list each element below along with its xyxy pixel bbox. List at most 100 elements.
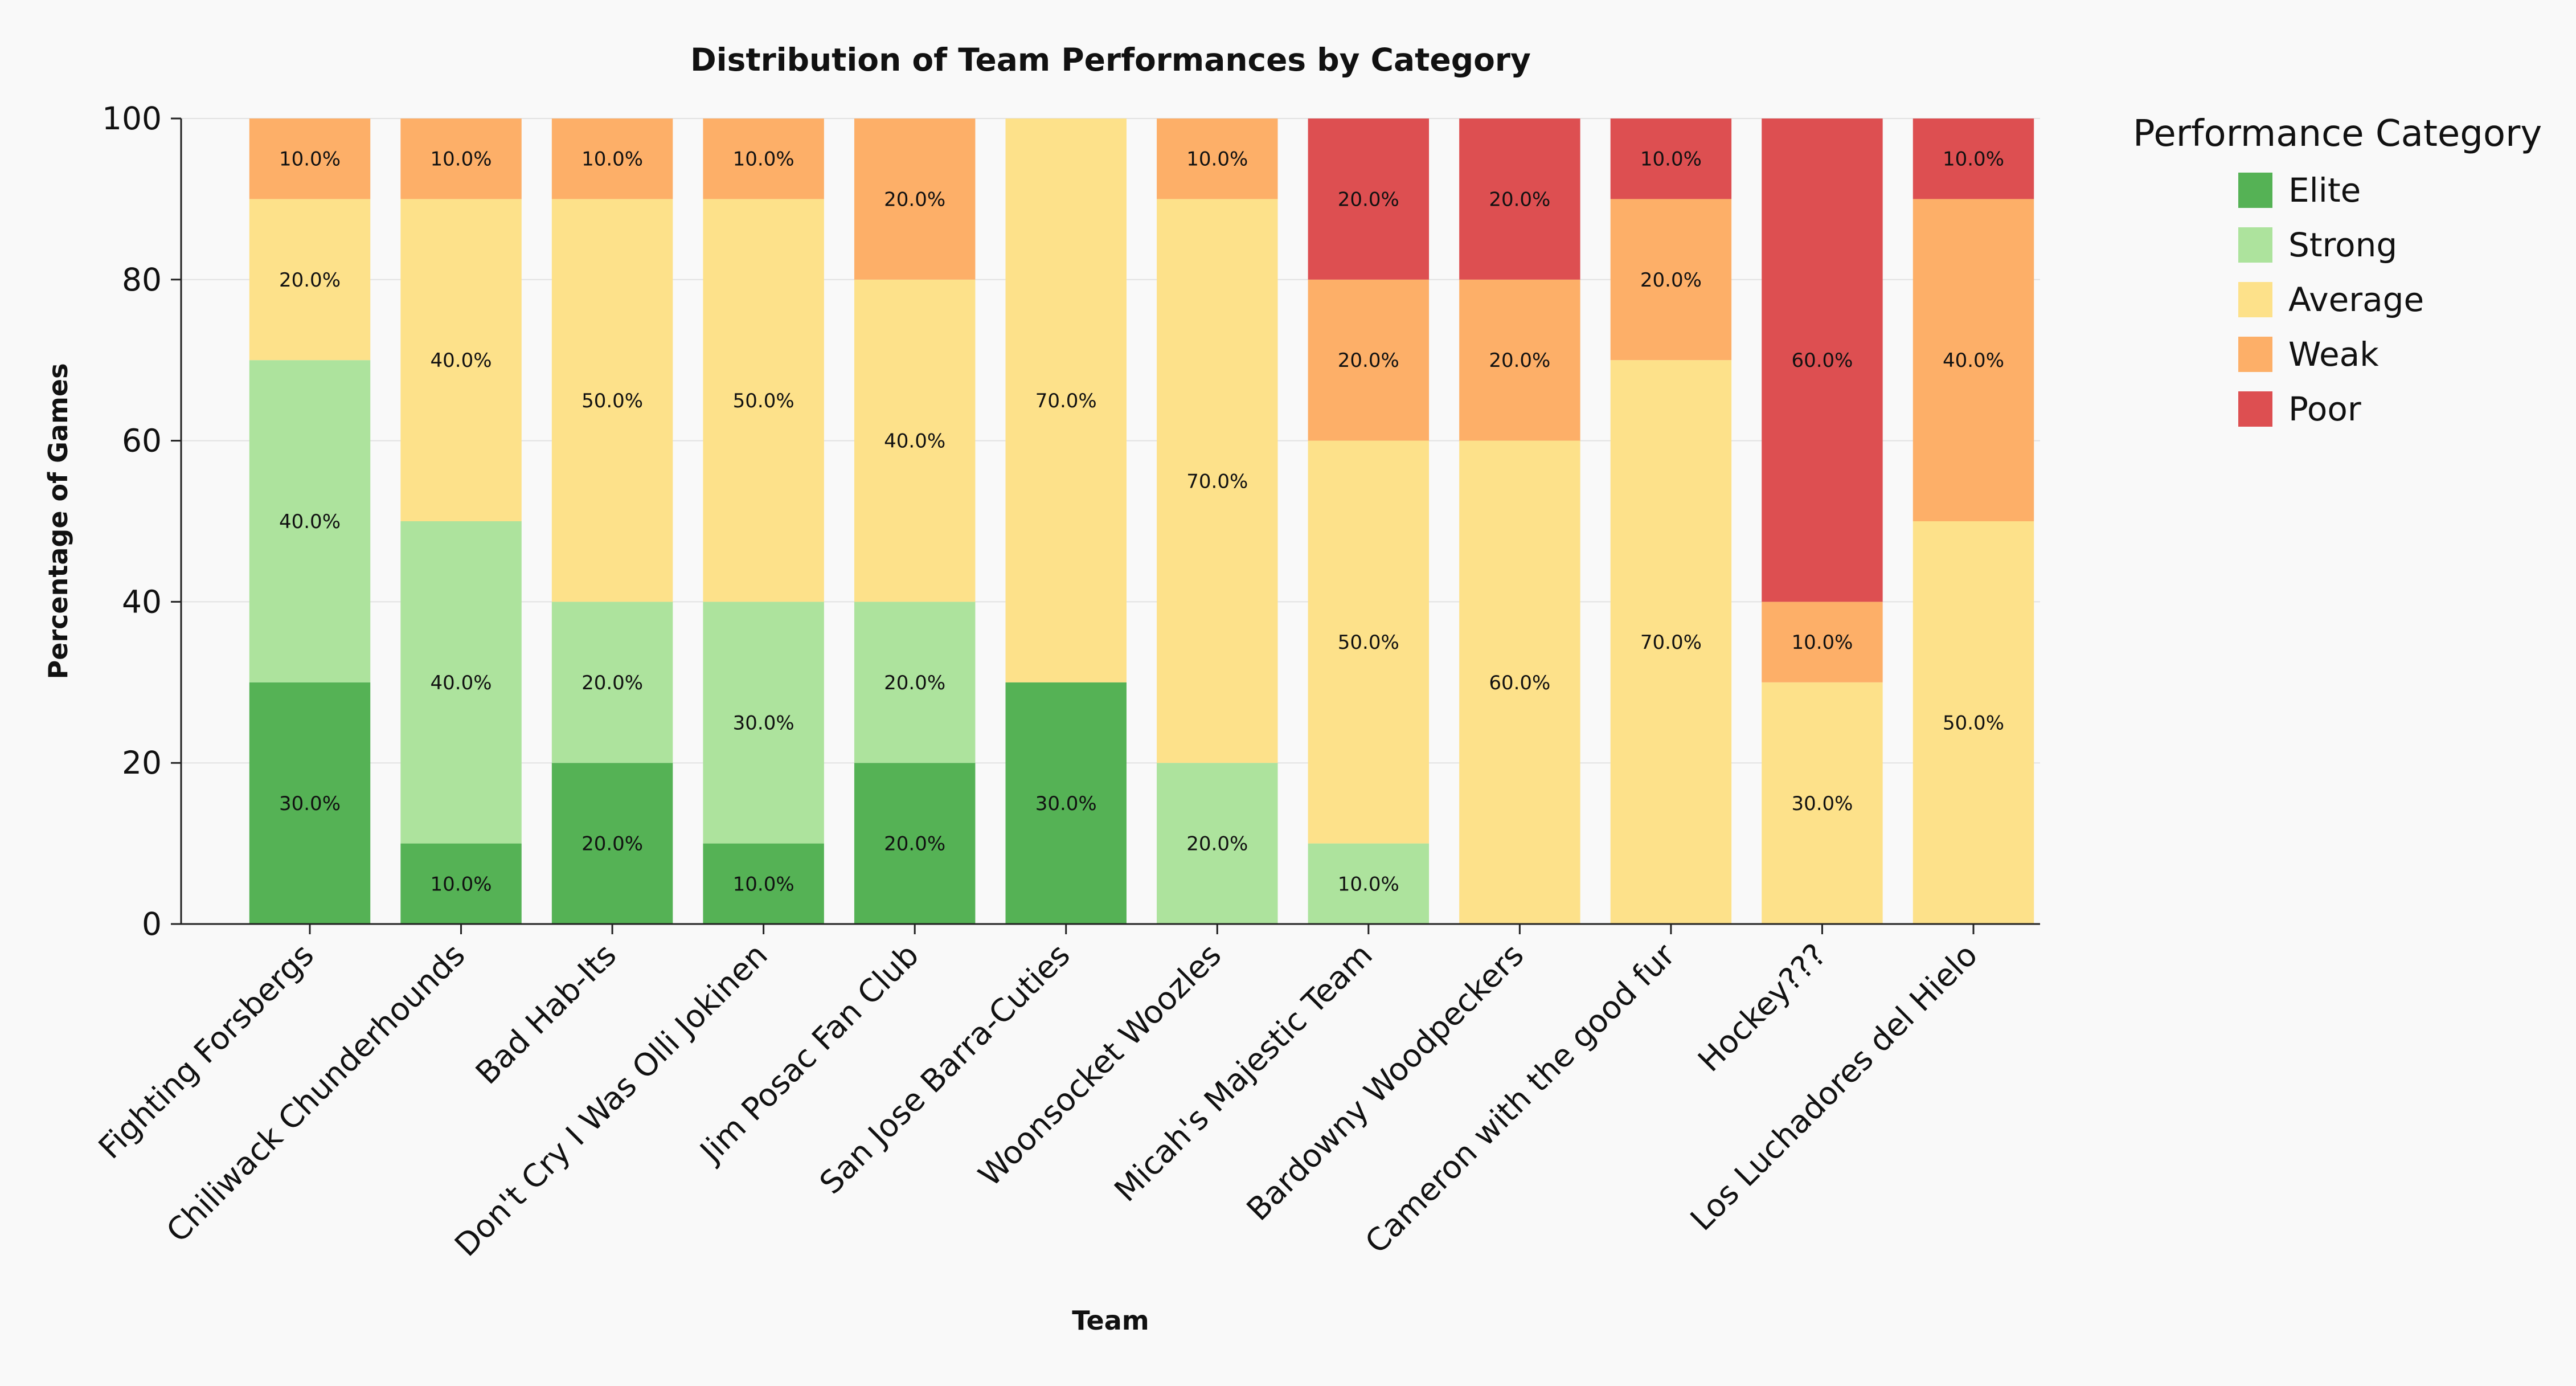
bar-segment-average bbox=[1308, 440, 1430, 844]
data-label-average: 40.0% bbox=[884, 430, 945, 453]
bar-segment-poor bbox=[1459, 118, 1580, 280]
bar-segment-poor bbox=[1762, 118, 1883, 602]
y-tick-label: 80 bbox=[122, 261, 162, 298]
legend-label-average: Average bbox=[2288, 280, 2424, 319]
data-label-strong: 20.0% bbox=[884, 672, 945, 694]
bar-segment-weak bbox=[1308, 279, 1430, 441]
y-ticks: 0 20 40 60 80 100 bbox=[102, 100, 181, 942]
legend-title: Performance Category bbox=[2133, 113, 2542, 155]
chart-title: Distribution of Team Performances by Cat… bbox=[690, 42, 1531, 78]
bar-segment-elite bbox=[1005, 682, 1127, 924]
x-tick-label: Bad Hab-Its bbox=[469, 937, 624, 1091]
x-tick-label: Micah's Majestic Team bbox=[1107, 937, 1379, 1209]
data-label-weak: 10.0% bbox=[733, 148, 794, 171]
legend-swatch-poor bbox=[2238, 391, 2272, 427]
bar-segment-weak bbox=[400, 118, 522, 199]
data-label-weak: 20.0% bbox=[1489, 349, 1550, 372]
data-label-average: 50.0% bbox=[733, 390, 794, 412]
data-label-weak: 20.0% bbox=[1338, 349, 1399, 372]
data-label-weak: 10.0% bbox=[581, 148, 643, 171]
bar-segment-elite bbox=[703, 843, 824, 924]
data-label-average: 70.0% bbox=[1186, 470, 1248, 493]
bar-segment-weak bbox=[551, 118, 673, 199]
bar-segment-weak bbox=[854, 118, 976, 280]
bar-segment-average bbox=[551, 199, 673, 602]
bar-segment-average bbox=[1157, 199, 1278, 763]
bar-segment-weak bbox=[1610, 199, 1732, 361]
bar-segment-strong bbox=[854, 602, 976, 763]
bar-segment-average bbox=[703, 199, 824, 602]
data-label-weak: 20.0% bbox=[1640, 269, 1702, 292]
bars bbox=[249, 118, 2034, 924]
bar-segment-weak bbox=[249, 118, 371, 199]
data-label-average: 50.0% bbox=[1338, 631, 1399, 654]
data-label-strong: 20.0% bbox=[581, 672, 643, 694]
x-tick-label: Bardowny Woodpeckers bbox=[1239, 937, 1530, 1228]
bar-segment-weak bbox=[1459, 279, 1580, 441]
data-label-weak: 10.0% bbox=[431, 148, 492, 171]
bar-segment-elite bbox=[854, 763, 976, 924]
data-label-average: 50.0% bbox=[581, 390, 643, 412]
x-tick-label: San Jose Barra-Cuties bbox=[813, 937, 1077, 1201]
bar-segment-weak bbox=[1762, 602, 1883, 682]
x-tick-label: Woonsocket Woozles bbox=[972, 937, 1228, 1193]
y-tick-label: 100 bbox=[102, 100, 162, 137]
legend-label-weak: Weak bbox=[2288, 335, 2379, 374]
bar-segment-elite bbox=[249, 682, 371, 924]
bar-segment-poor bbox=[1308, 118, 1430, 280]
bar-segment-elite bbox=[551, 763, 673, 924]
bar-segment-weak bbox=[1912, 199, 2034, 521]
legend-swatch-weak bbox=[2238, 337, 2272, 372]
data-label-weak: 20.0% bbox=[884, 188, 945, 211]
bar-segment-average bbox=[1912, 521, 2034, 924]
y-axis-label: Percentage of Games bbox=[43, 363, 73, 680]
data-label-elite: 30.0% bbox=[1035, 792, 1097, 815]
data-label-average: 60.0% bbox=[1489, 672, 1550, 694]
bar-segment-strong bbox=[551, 602, 673, 763]
x-axis-label: Team bbox=[1072, 1305, 1149, 1336]
bar-segment-average bbox=[1762, 682, 1883, 924]
bar-segment-average bbox=[400, 199, 522, 521]
x-tick-label: Don't Cry I Was Olli Jokinen bbox=[448, 937, 775, 1264]
data-label-strong: 40.0% bbox=[431, 672, 492, 694]
data-label-average: 20.0% bbox=[279, 269, 341, 292]
bar-segment-strong bbox=[249, 360, 371, 682]
data-label-average: 40.0% bbox=[431, 349, 492, 372]
data-label-poor: 20.0% bbox=[1489, 188, 1550, 211]
bar-segment-strong bbox=[1157, 763, 1278, 924]
legend-swatch-average bbox=[2238, 282, 2272, 317]
data-label-elite: 10.0% bbox=[431, 873, 492, 896]
bar-segment-strong bbox=[1308, 843, 1430, 924]
bar-segment-average bbox=[1459, 440, 1580, 924]
bar-segment-average bbox=[1005, 118, 1127, 682]
bar-segment-poor bbox=[1912, 118, 2034, 199]
x-tick-label: Chiliwack Chunderhounds bbox=[159, 937, 472, 1249]
bar-segment-average bbox=[854, 279, 976, 602]
data-label-average: 70.0% bbox=[1640, 631, 1702, 654]
axes bbox=[180, 118, 2040, 925]
data-label-elite: 30.0% bbox=[279, 792, 341, 815]
data-label-poor: 60.0% bbox=[1791, 349, 1853, 372]
bar-segment-average bbox=[249, 199, 371, 361]
data-label-elite: 20.0% bbox=[884, 833, 945, 856]
data-label-elite: 10.0% bbox=[733, 873, 794, 896]
y-tick-label: 60 bbox=[122, 423, 162, 459]
data-label-weak: 10.0% bbox=[1791, 631, 1853, 654]
data-label-poor: 10.0% bbox=[1943, 148, 2004, 171]
y-tick-label: 0 bbox=[142, 906, 162, 942]
y-tick-label: 20 bbox=[122, 745, 162, 781]
data-label-strong: 40.0% bbox=[279, 510, 341, 533]
data-labels: 30.0% 40.0% 20.0% 10.0% 10.0% 40.0% 40.0% 10.0%… bbox=[279, 148, 2004, 896]
data-label-elite: 20.0% bbox=[581, 833, 643, 856]
legend-label-poor: Poor bbox=[2288, 390, 2361, 428]
data-label-poor: 20.0% bbox=[1338, 188, 1399, 211]
data-label-weak: 10.0% bbox=[1186, 148, 1248, 171]
data-label-average: 70.0% bbox=[1035, 390, 1097, 412]
data-label-strong: 10.0% bbox=[1338, 873, 1399, 896]
legend: Performance Category Elite Strong Average W… bbox=[2133, 113, 2542, 428]
bar-segment-average bbox=[1610, 360, 1732, 924]
data-label-strong: 30.0% bbox=[733, 712, 794, 735]
data-label-strong: 20.0% bbox=[1186, 833, 1248, 856]
data-label-poor: 10.0% bbox=[1640, 148, 1702, 171]
